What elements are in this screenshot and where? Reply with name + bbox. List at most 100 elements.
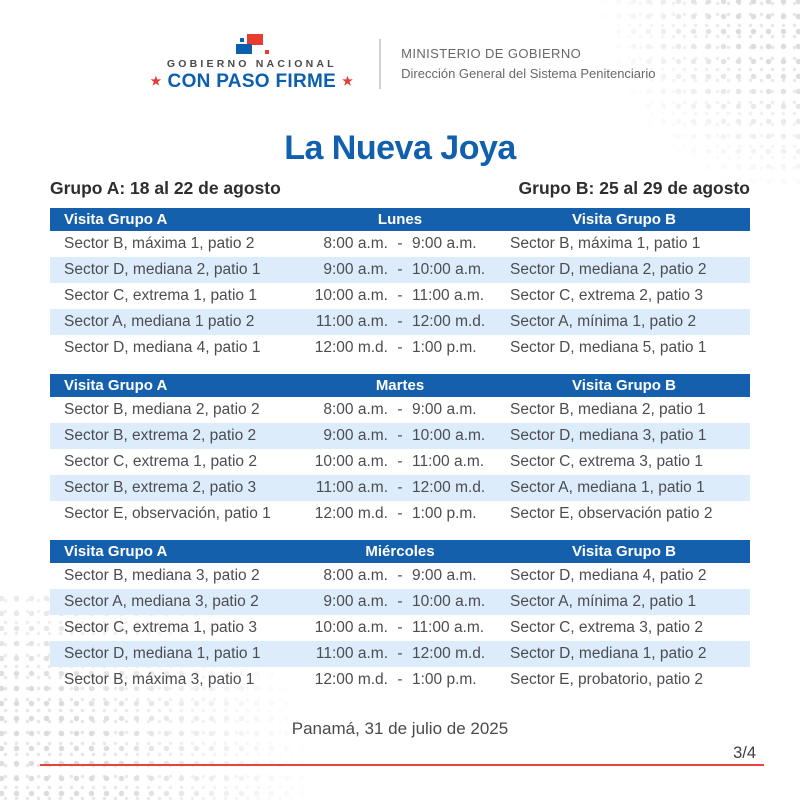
- time-separator: -: [397, 261, 403, 278]
- group-a-label: Grupo A: 18 al 22 de agosto: [50, 178, 281, 198]
- time-end: 12:00 m.d.: [412, 313, 486, 330]
- time-end: 12:00 m.d.: [412, 645, 486, 662]
- time-end: 1:00 p.m.: [412, 339, 477, 356]
- panama-flag-icon: [234, 34, 270, 55]
- time-end: 1:00 p.m.: [412, 505, 477, 522]
- time-start: 12:00 m.d.: [314, 505, 388, 522]
- time-cell: 9:00 a.m. -10:00 a.m.: [302, 427, 498, 445]
- group-a-cell: Sector B, máxima 3, patio 1: [64, 671, 255, 688]
- time-separator: -: [397, 235, 403, 252]
- time-cell: 9:00 a.m. -10:00 a.m.: [302, 593, 498, 611]
- group-b-cell: Sector B, mediana 2, patio 1: [510, 401, 706, 418]
- group-b-cell: Sector A, mediana 1, patio 1: [510, 479, 705, 496]
- table-row: Sector B, máxima 1, patio 2 8:00 a.m. -9:…: [50, 231, 750, 257]
- time-end: 11:00 a.m.: [412, 453, 485, 470]
- time-cell: 9:00 a.m. -10:00 a.m.: [302, 261, 498, 279]
- page-title: La Nueva Joya: [284, 129, 516, 167]
- time-end: 12:00 m.d.: [412, 479, 486, 496]
- day-header: Miércoles: [365, 543, 435, 560]
- time-start: 10:00 a.m.: [314, 619, 388, 636]
- time-end: 10:00 a.m.: [412, 427, 486, 444]
- table-header: Visita Grupo A Lunes Visita Grupo B: [50, 208, 750, 231]
- table-row: Sector B, extrema 2, patio 3 11:00 a.m. -…: [50, 475, 750, 501]
- time-cell: 8:00 a.m. -9:00 a.m.: [302, 567, 498, 585]
- time-start: 12:00 m.d.: [314, 671, 388, 688]
- group-a-cell: Sector B, mediana 2, patio 2: [64, 401, 260, 418]
- time-end: 9:00 a.m.: [412, 567, 477, 584]
- time-separator: -: [397, 453, 403, 470]
- group-labels: Grupo A: 18 al 22 de agosto Grupo B: 25 …: [50, 178, 750, 199]
- group-a-cell: Sector E, observación, patio 1: [64, 505, 271, 522]
- time-start: 10:00 a.m.: [314, 287, 388, 304]
- time-separator: -: [397, 593, 403, 610]
- table-row: Sector D, mediana 1, patio 1 11:00 a.m. -…: [50, 641, 750, 667]
- table-row: Sector D, mediana 2, patio 1 9:00 a.m. -1…: [50, 257, 750, 283]
- time-end: 10:00 a.m.: [412, 261, 486, 278]
- time-separator: -: [397, 479, 403, 496]
- group-b-cell: Sector E, observación patio 2: [510, 505, 713, 522]
- time-cell: 11:00 a.m. -12:00 m.d.: [302, 479, 498, 497]
- time-separator: -: [397, 339, 403, 356]
- col-a-header: Visita Grupo A: [64, 543, 168, 560]
- time-cell: 10:00 a.m. -11:00 a.m.: [302, 287, 498, 305]
- time-separator: -: [397, 401, 403, 418]
- day-header: Martes: [375, 377, 425, 394]
- col-a-header: Visita Grupo A: [64, 377, 168, 394]
- group-b-cell: Sector D, mediana 1, patio 2: [510, 645, 707, 662]
- bottom-accent-line: [40, 764, 764, 766]
- time-cell: 11:00 a.m. -12:00 m.d.: [302, 645, 498, 663]
- time-start: 11:00 a.m.: [315, 479, 388, 496]
- time-end: 11:00 a.m.: [412, 619, 485, 636]
- star-icon: ★: [342, 74, 354, 88]
- halftone-pattern-top-right: [596, 0, 800, 184]
- time-separator: -: [397, 505, 403, 522]
- time-separator: -: [397, 619, 403, 636]
- group-a-cell: Sector C, extrema 1, patio 2: [64, 453, 257, 470]
- group-b-cell: Sector C, extrema 3, patio 1: [510, 453, 703, 470]
- group-a-cell: Sector B, extrema 2, patio 2: [64, 427, 257, 444]
- group-b-cell: Sector C, extrema 3, patio 2: [510, 619, 703, 636]
- schedule-table-miercoles: Visita Grupo A Miércoles Visita Grupo B …: [50, 540, 750, 693]
- schedule-table-martes: Visita Grupo A Martes Visita Grupo B Sec…: [50, 374, 750, 527]
- group-a-cell: Sector A, mediana 1 patio 2: [64, 313, 255, 330]
- time-cell: 12:00 m.d. -1:00 p.m.: [302, 505, 498, 523]
- time-end: 11:00 a.m.: [412, 287, 485, 304]
- location-date: Panamá, 31 de julio de 2025: [291, 719, 509, 738]
- group-b-cell: Sector B, máxima 1, patio 1: [510, 235, 701, 252]
- time-start: 9:00 a.m.: [323, 593, 388, 610]
- table-row: Sector D, mediana 4, patio 1 12:00 m.d. -…: [50, 335, 750, 361]
- schedule-table-lunes: Visita Grupo A Lunes Visita Grupo B Sect…: [50, 208, 750, 361]
- table-row: Sector A, mediana 3, patio 2 9:00 a.m. -1…: [50, 589, 750, 615]
- time-separator: -: [397, 671, 403, 688]
- ministry-name: MINISTERIO DE GOBIERNO: [401, 46, 582, 61]
- time-end: 10:00 a.m.: [412, 593, 486, 610]
- time-start: 9:00 a.m.: [323, 427, 388, 444]
- table-row: Sector B, mediana 2, patio 2 8:00 a.m. -9…: [50, 397, 750, 423]
- time-cell: 10:00 a.m. -11:00 a.m.: [302, 453, 498, 471]
- gobierno-nacional-label: GOBIERNO NACIONAL: [166, 58, 337, 70]
- group-a-cell: Sector B, máxima 1, patio 2: [64, 235, 255, 252]
- government-logo: GOBIERNO NACIONAL ★ CON PASO FIRME ★: [144, 34, 359, 93]
- col-b-header: Visita Grupo B: [572, 211, 676, 228]
- time-start: 12:00 m.d.: [314, 339, 388, 356]
- group-a-cell: Sector D, mediana 4, patio 1: [64, 339, 261, 356]
- group-b-label: Grupo B: 25 al 29 de agosto: [518, 178, 750, 198]
- table-row: Sector C, extrema 1, patio 2 10:00 a.m. -…: [50, 449, 750, 475]
- table-header: Visita Grupo A Miércoles Visita Grupo B: [50, 540, 750, 563]
- header-divider: [379, 38, 382, 89]
- table-row: Sector B, máxima 3, patio 1 12:00 m.d. -1…: [50, 667, 750, 693]
- time-end: 9:00 a.m.: [412, 401, 477, 418]
- group-b-cell: Sector D, mediana 3, patio 1: [510, 427, 707, 444]
- table-body: Sector B, mediana 3, patio 2 8:00 a.m. -9…: [50, 563, 750, 693]
- table-row: Sector C, extrema 1, patio 3 10:00 a.m. -…: [50, 615, 750, 641]
- group-a-cell: Sector D, mediana 2, patio 1: [64, 261, 261, 278]
- table-row: Sector A, mediana 1 patio 2 11:00 a.m. -1…: [50, 309, 750, 335]
- time-cell: 11:00 a.m. -12:00 m.d.: [302, 313, 498, 331]
- group-a-cell: Sector B, mediana 3, patio 2: [64, 567, 260, 584]
- time-start: 10:00 a.m.: [314, 453, 388, 470]
- table-row: Sector E, observación, patio 1 12:00 m.d…: [50, 501, 750, 527]
- time-separator: -: [397, 287, 403, 304]
- time-cell: 12:00 m.d. -1:00 p.m.: [302, 339, 498, 357]
- time-separator: -: [397, 313, 403, 330]
